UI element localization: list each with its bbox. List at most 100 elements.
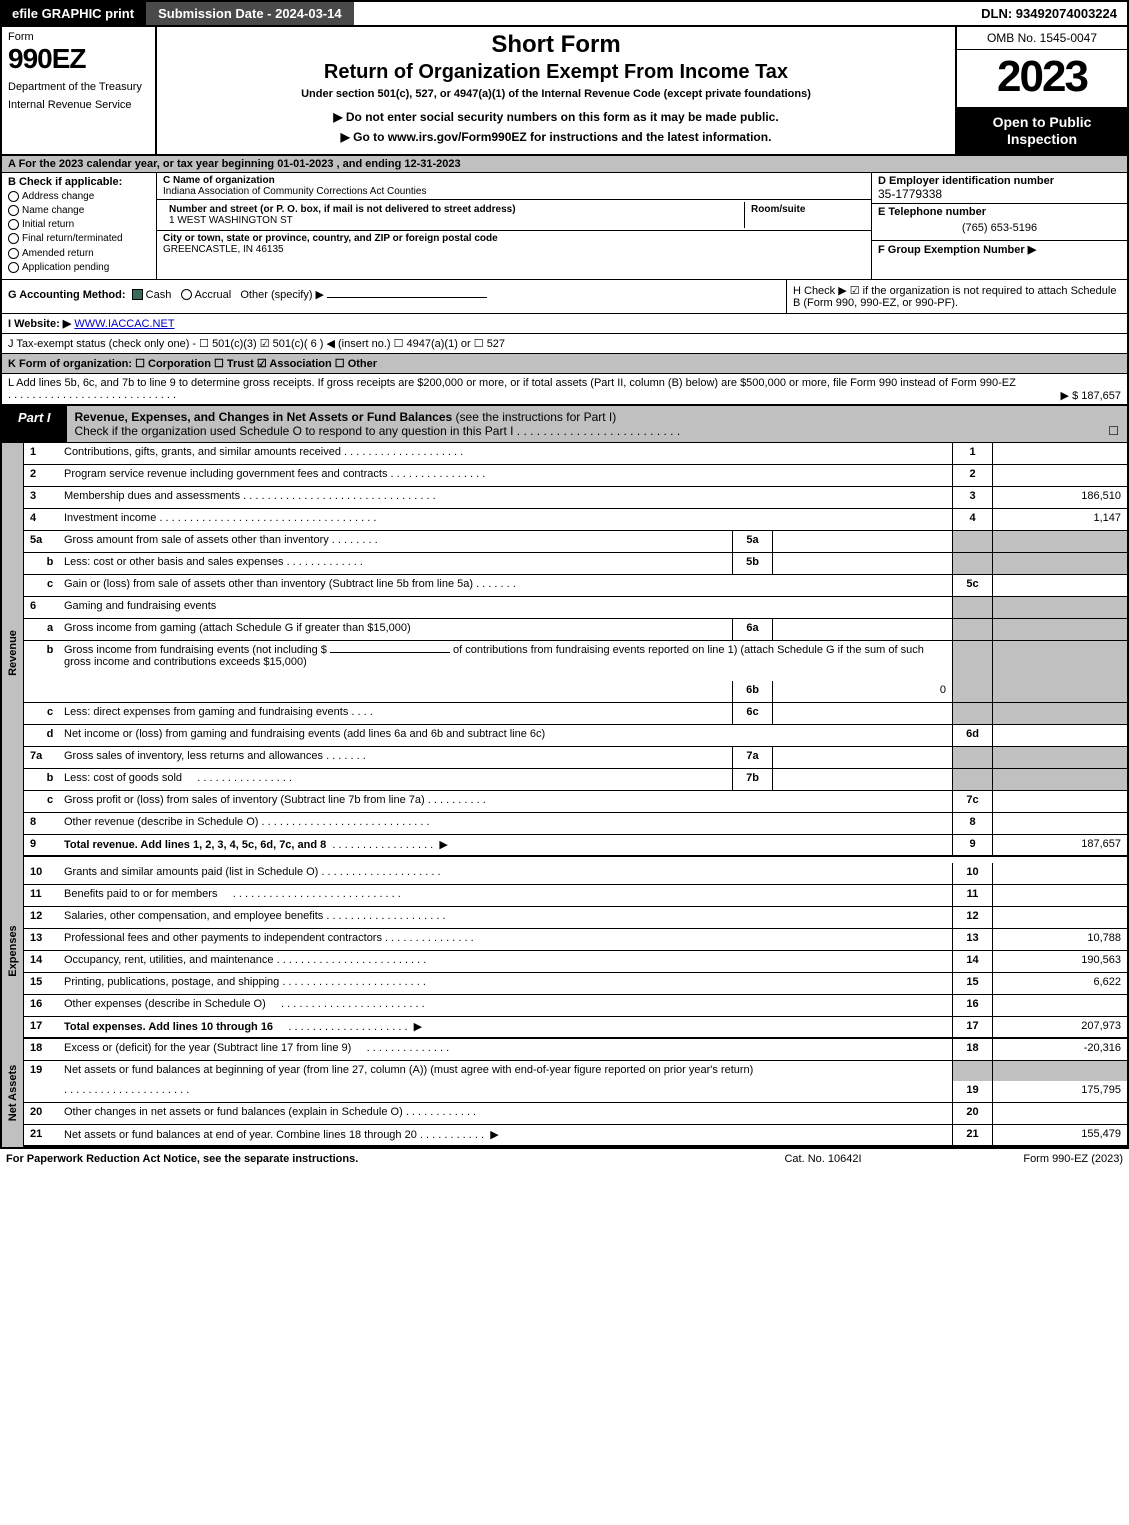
group-exemption-cell: F Group Exemption Number ▶ <box>872 241 1127 279</box>
line-18: 18 Excess or (deficit) for the year (Sub… <box>24 1039 1127 1061</box>
lbl-accrual: Accrual <box>195 289 232 301</box>
city-cell: City or town, state or province, country… <box>157 231 871 279</box>
line-6c: c Less: direct expenses from gaming and … <box>24 703 1127 725</box>
form-header: Form 990EZ Department of the Treasury In… <box>0 27 1129 156</box>
title-return: Return of Organization Exempt From Incom… <box>167 61 945 84</box>
l-amount: ▶ $ 187,657 <box>1061 389 1121 402</box>
ein-label: D Employer identification number <box>878 175 1121 187</box>
chk-application-pending[interactable]: Application pending <box>8 262 150 273</box>
website-label: I Website: ▶ <box>8 318 71 330</box>
street-label: Number and street (or P. O. box, if mail… <box>169 204 738 215</box>
column-def: D Employer identification number 35-1779… <box>872 173 1127 279</box>
chk-final-return[interactable]: Final return/terminated <box>8 233 150 244</box>
spacer <box>354 2 972 25</box>
header-right: OMB No. 1545-0047 2023 Open to Public In… <box>957 27 1127 154</box>
chk-initial-return[interactable]: Initial return <box>8 219 150 230</box>
accounting-method: G Accounting Method: Cash Accrual Other … <box>2 280 787 313</box>
line-17: 17 Total expenses. Add lines 10 through … <box>24 1017 1127 1039</box>
line-5a: 5a Gross amount from sale of assets othe… <box>24 531 1127 553</box>
title-short-form: Short Form <box>167 31 945 59</box>
part1-header: Part I Revenue, Expenses, and Changes in… <box>0 406 1129 443</box>
efile-print-button[interactable]: efile GRAPHIC print <box>2 2 146 25</box>
street: 1 WEST WASHINGTON ST <box>169 215 738 226</box>
column-b: B Check if applicable: Address change Na… <box>2 173 157 279</box>
group-exemption-label: F Group Exemption Number ▶ <box>878 243 1121 256</box>
line-a: A For the 2023 calendar year, or tax yea… <box>0 156 1129 173</box>
room-label: Room/suite <box>751 204 859 215</box>
line-4: 4 Investment income . . . . . . . . . . … <box>24 509 1127 531</box>
line-9: 9 Total revenue. Add lines 1, 2, 3, 4, 5… <box>24 835 1127 857</box>
org-name-label: C Name of organization <box>163 175 865 186</box>
form-number: 990EZ <box>8 43 149 75</box>
row-l: L Add lines 5b, 6c, and 7b to line 9 to … <box>0 374 1129 406</box>
l-text: L Add lines 5b, 6c, and 7b to line 9 to … <box>8 377 1016 389</box>
submission-date: Submission Date - 2024-03-14 <box>146 2 354 25</box>
line-8: 8 Other revenue (describe in Schedule O)… <box>24 813 1127 835</box>
line-14: 14 Occupancy, rent, utilities, and maint… <box>24 951 1127 973</box>
line-13: 13 Professional fees and other payments … <box>24 929 1127 951</box>
chk-address-change[interactable]: Address change <box>8 191 150 202</box>
org-name: Indiana Association of Community Correct… <box>163 186 865 197</box>
line-10: 10 Grants and similar amounts paid (list… <box>24 863 1127 885</box>
line-19b: . . . . . . . . . . . . . . . . . . . . … <box>24 1081 1127 1103</box>
org-name-cell: C Name of organization Indiana Associati… <box>157 173 871 200</box>
street-cell: Number and street (or P. O. box, if mail… <box>157 200 871 231</box>
line-1: 1 Contributions, gifts, grants, and simi… <box>24 443 1127 465</box>
footer-formref: Form 990-EZ (2023) <box>923 1153 1123 1165</box>
line-6: 6 Gaming and fundraising events <box>24 597 1127 619</box>
city: GREENCASTLE, IN 46135 <box>163 244 865 255</box>
side-revenue: Revenue <box>2 443 24 863</box>
line-19a: 19 Net assets or fund balances at beginn… <box>24 1061 1127 1081</box>
chk-name-change[interactable]: Name change <box>8 205 150 216</box>
note-ssn: ▶ Do not enter social security numbers o… <box>167 110 945 124</box>
chk-amended-return[interactable]: Amended return <box>8 248 150 259</box>
other-specify-input[interactable] <box>327 297 487 298</box>
lines-table: Revenue 1 Contributions, gifts, grants, … <box>0 443 1129 1147</box>
line-6a: a Gross income from gaming (attach Sched… <box>24 619 1127 641</box>
section-bcdef: B Check if applicable: Address change Na… <box>0 173 1129 280</box>
line-7a: 7a Gross sales of inventory, less return… <box>24 747 1127 769</box>
website-link[interactable]: WWW.IACCAC.NET <box>74 318 174 330</box>
note-goto: ▶ Go to www.irs.gov/Form990EZ for instru… <box>167 130 945 144</box>
open-to-public: Open to Public Inspection <box>957 108 1127 154</box>
footer-paperwork: For Paperwork Reduction Act Notice, see … <box>6 1153 723 1165</box>
line-5c: c Gain or (loss) from sale of assets oth… <box>24 575 1127 597</box>
line-21: 21 Net assets or fund balances at end of… <box>24 1125 1127 1147</box>
line-16: 16 Other expenses (describe in Schedule … <box>24 995 1127 1017</box>
phone-label: E Telephone number <box>878 206 1121 218</box>
chk-cash[interactable] <box>132 289 143 300</box>
chk-accrual[interactable] <box>181 289 192 300</box>
dln: DLN: 93492074003224 <box>971 2 1127 25</box>
under-section: Under section 501(c), 527, or 4947(a)(1)… <box>167 88 945 100</box>
line-7b: b Less: cost of goods sold . . . . . . .… <box>24 769 1127 791</box>
line-3: 3 Membership dues and assessments . . . … <box>24 487 1127 509</box>
form-label: Form <box>8 31 149 43</box>
input-6b-amount[interactable] <box>330 652 450 653</box>
dept-treasury: Department of the Treasury <box>8 81 149 93</box>
footer-catno: Cat. No. 10642I <box>723 1153 923 1165</box>
tax-year: 2023 <box>957 50 1127 108</box>
page-footer: For Paperwork Reduction Act Notice, see … <box>0 1147 1129 1169</box>
line-2: 2 Program service revenue including gove… <box>24 465 1127 487</box>
b-header: B Check if applicable: <box>8 176 150 188</box>
row-k: K Form of organization: ☐ Corporation ☐ … <box>0 354 1129 374</box>
column-c: C Name of organization Indiana Associati… <box>157 173 872 279</box>
line-6d: d Net income or (loss) from gaming and f… <box>24 725 1127 747</box>
row-i: I Website: ▶ WWW.IACCAC.NET <box>0 314 1129 334</box>
line-15: 15 Printing, publications, postage, and … <box>24 973 1127 995</box>
line-7c: c Gross profit or (loss) from sales of i… <box>24 791 1127 813</box>
city-label: City or town, state or province, country… <box>163 233 865 244</box>
header-left: Form 990EZ Department of the Treasury In… <box>2 27 157 154</box>
side-netassets: Net Assets <box>2 1039 24 1147</box>
lbl-other: Other (specify) ▶ <box>240 289 324 301</box>
part1-tag: Part I <box>2 406 67 442</box>
row-gh: G Accounting Method: Cash Accrual Other … <box>0 280 1129 314</box>
g-prefix: G Accounting Method: <box>8 289 126 301</box>
h-check: H Check ▶ ☑ if the organization is not r… <box>787 280 1127 313</box>
dept-irs: Internal Revenue Service <box>8 99 149 111</box>
lbl-cash: Cash <box>146 289 172 301</box>
ein: 35-1779338 <box>878 187 1121 201</box>
top-bar: efile GRAPHIC print Submission Date - 20… <box>0 0 1129 27</box>
ein-cell: D Employer identification number 35-1779… <box>872 173 1127 204</box>
line-5b: b Less: cost or other basis and sales ex… <box>24 553 1127 575</box>
